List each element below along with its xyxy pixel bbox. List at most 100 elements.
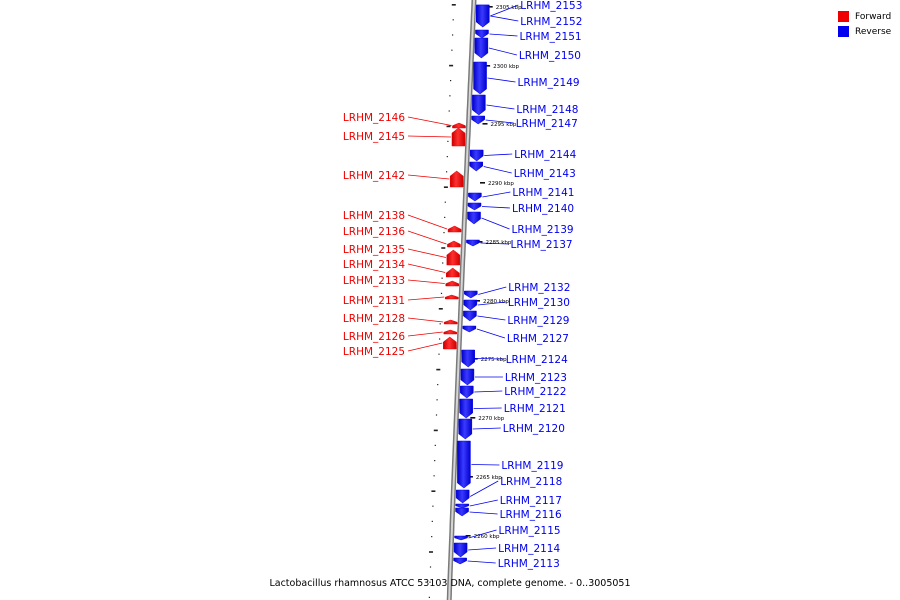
reverse-gene-label: LRHM_2127 <box>507 333 569 345</box>
forward-gene-leader <box>407 331 443 337</box>
tick-dot <box>447 140 449 142</box>
forward-gene-leader <box>407 116 452 126</box>
scale-label: 2305 kbp <box>496 5 522 11</box>
backbone-highlight <box>448 0 476 600</box>
legend: Forward Reverse <box>838 9 891 39</box>
tick-dot <box>442 262 444 264</box>
tick-dot <box>438 353 440 355</box>
reverse-gene-arrow <box>469 149 484 162</box>
tick-dot <box>438 308 443 310</box>
dna-backbone <box>446 0 477 600</box>
forward-gene-leader <box>407 135 452 138</box>
tick-dot <box>449 95 451 97</box>
reverse-gene-leader <box>476 328 506 339</box>
scale-ticks: 2305 kbp 2300 kbp 2295 kbp 2290 kbp 2285 kbp… <box>465 5 522 540</box>
forward-gene-leader <box>407 317 444 323</box>
reverse-gene-arrow <box>472 94 486 116</box>
forward-gene-label: LRHM_2131 <box>343 295 405 307</box>
tick-dot <box>431 490 436 492</box>
forward-gene-label: LRHM_2135 <box>343 244 405 256</box>
tick-dot <box>439 338 441 340</box>
reverse-gene-leader <box>477 315 506 321</box>
forward-gene-arrow <box>444 294 459 300</box>
forward-gene-label: LRHM_2142 <box>343 170 405 182</box>
reverse-gene-leader <box>472 427 501 430</box>
tick-marks <box>428 4 456 598</box>
forward-gene-arrow <box>446 249 461 266</box>
tick-dot <box>449 64 454 67</box>
forward-legend-label: Forward <box>855 11 892 22</box>
reverse-legend-label: Reverse <box>855 26 892 37</box>
tick-dot <box>440 292 443 294</box>
tick-dot <box>433 475 435 477</box>
tick-dot <box>436 368 441 371</box>
reverse-gene-arrow <box>468 192 482 202</box>
forward-gene-leader <box>407 248 446 258</box>
tick-dot <box>443 232 445 234</box>
reverse-gene-leader <box>485 119 514 124</box>
scale-tick <box>470 417 476 419</box>
reverse-gene-label: LRHM_2115 <box>499 525 561 537</box>
tick-dot <box>444 216 446 218</box>
forward-gene-label: LRHM_2138 <box>343 210 405 222</box>
reverse-gene-label: LRHM_2144 <box>514 149 576 161</box>
forward-gene-leader <box>407 174 450 180</box>
scale-tick <box>472 358 478 360</box>
tick-dot <box>437 384 439 386</box>
reverse-gene-leader <box>490 15 519 22</box>
reverse-gene-label: LRHM_2150 <box>519 50 581 62</box>
reverse-gene-label: LRHM_2114 <box>498 543 560 555</box>
gene-labels: LRHM_2153 LRHM_2152 LRHM_2151 LRHM_2150 LRHM… <box>343 0 582 570</box>
scale-label: 2300 kbp <box>493 64 519 70</box>
reverse-gene-label: LRHM_2119 <box>501 460 563 472</box>
reverse-gene-label: LRHM_2143 <box>514 168 576 180</box>
forward-gene-label: LRHM_2133 <box>343 275 405 287</box>
reverse-gene-arrow <box>464 290 478 299</box>
reverse-gene-leader <box>484 153 513 156</box>
tick-dot <box>432 505 434 507</box>
scale-tick <box>480 182 485 184</box>
forward-gene-label: LRHM_2125 <box>343 346 405 358</box>
forward-gene-leader <box>407 263 446 273</box>
forward-swatch <box>838 11 849 22</box>
reverse-gene-label: LRHM_2151 <box>520 31 582 43</box>
tick-dot <box>429 551 433 553</box>
scale-label: 2260 kbp <box>474 534 500 540</box>
tick-dot <box>431 520 433 522</box>
reverse-gene-label: LRHM_2140 <box>512 203 574 215</box>
tick-dot <box>429 581 431 583</box>
reverse-gene-arrow <box>473 61 487 95</box>
reverse-gene-label: LRHM_2148 <box>516 104 578 116</box>
reverse-gene-label: LRHM_2149 <box>518 77 580 89</box>
reverse-gene-label: LRHM_2153 <box>520 0 582 12</box>
forward-gene-arrow <box>451 127 466 147</box>
forward-gene-arrow <box>445 267 460 278</box>
scale-label: 2290 kbp <box>488 181 514 187</box>
forward-gene-arrow <box>445 280 460 287</box>
reverse-gene-arrow <box>469 161 483 172</box>
reverse-gene-leader <box>481 217 510 230</box>
reverse-gene-arrow <box>453 542 468 558</box>
reverse-gene-leader <box>469 511 498 515</box>
reverse-gene-label: LRHM_2120 <box>503 423 565 435</box>
scale-tick <box>475 300 480 302</box>
reverse-gene-label: LRHM_2122 <box>504 386 566 398</box>
forward-gene-leader <box>407 279 445 284</box>
reverse-gene-label: LRHM_2132 <box>508 282 570 294</box>
reverse-gene-label: LRHM_2116 <box>500 509 562 521</box>
scale-tick <box>465 535 471 537</box>
legend-reverse: Reverse <box>838 24 891 39</box>
tick-dot <box>436 399 438 401</box>
reverse-gene-label: LRHM_2121 <box>504 403 566 415</box>
reverse-gene-label: LRHM_2117 <box>500 495 562 507</box>
tick-dot <box>446 171 448 173</box>
tick-dot <box>452 19 454 21</box>
scale-label: 2270 kbp <box>478 416 504 422</box>
tick-dot <box>435 414 438 416</box>
scale-tick <box>485 65 491 67</box>
reverse-gene-leader <box>475 358 504 360</box>
reverse-gene-label: LRHM_2137 <box>511 239 573 251</box>
gene-features <box>443 4 490 565</box>
forward-gene-label: LRHM_2136 <box>343 226 405 238</box>
reverse-gene-leader <box>481 206 511 209</box>
